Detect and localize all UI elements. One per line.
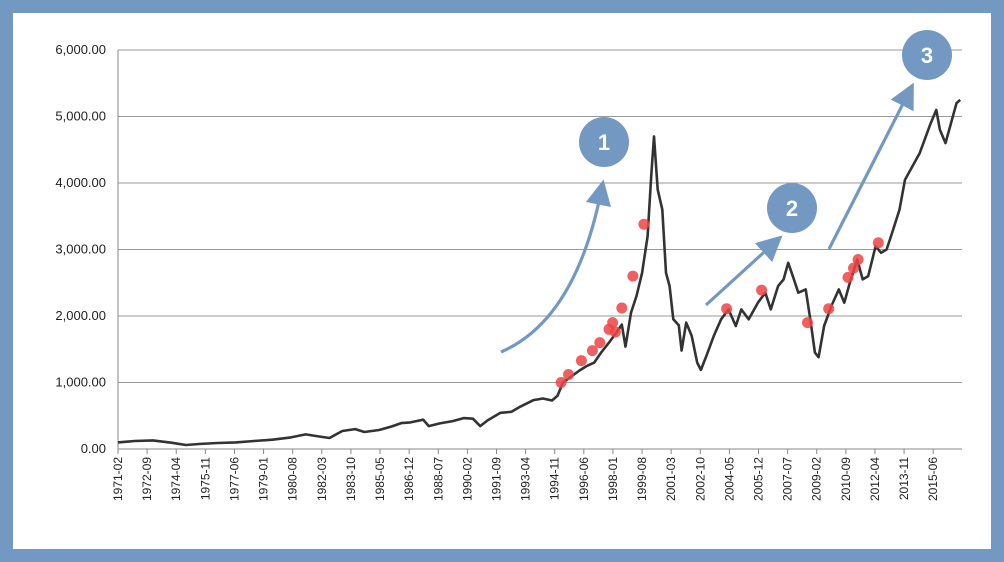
- x-tick-label: 1996-06: [577, 457, 591, 501]
- annotation-arrow-1: [500, 179, 611, 354]
- x-tick-label: 1980-08: [286, 457, 300, 501]
- annotation-1: 1: [500, 117, 629, 354]
- highlight-point: [627, 270, 639, 282]
- y-tick-label: 0.00: [81, 441, 106, 456]
- annotation-3: 3: [827, 30, 952, 250]
- highlight-point: [872, 237, 884, 249]
- x-tick-label: 1971-02: [111, 457, 125, 501]
- x-tick-label: 1972-09: [140, 457, 154, 501]
- highlight-point: [638, 218, 650, 230]
- y-tick-label: 1,000.00: [55, 375, 106, 390]
- y-axis: 0.00 1,000.00 2,000.00 3,000.00 4,000.00 5,00…: [55, 42, 119, 456]
- highlight-point: [721, 303, 733, 315]
- x-tick-label: 1985-05: [373, 457, 387, 501]
- y-tick-label: 4,000.00: [55, 175, 106, 190]
- x-tick-label: 1982-03: [315, 457, 329, 501]
- x-tick-label: 2007-07: [781, 457, 795, 501]
- x-tick-label: 2004-05: [722, 457, 736, 501]
- x-tick-label: 1991-09: [489, 457, 503, 501]
- highlight-point: [609, 326, 621, 338]
- x-tick-label: 1986-12: [402, 457, 416, 501]
- highlight-point: [616, 302, 628, 314]
- x-tick-label: 2010-09: [839, 457, 853, 501]
- annotation-arrow-2: [704, 235, 783, 307]
- annotation-label-2: 2: [786, 196, 798, 221]
- annotation-badge-1: [579, 117, 629, 167]
- highlight-point: [594, 337, 606, 349]
- x-tick-label: 1994-11: [548, 457, 562, 500]
- highlight-point: [563, 369, 574, 380]
- x-tick-label: 2001-03: [664, 457, 678, 501]
- x-tick-label: 1998-01: [606, 457, 620, 501]
- x-tick-label: 1975-11: [198, 457, 212, 500]
- index-series-line: [117, 98, 962, 447]
- y-tick-label: 2,000.00: [55, 308, 106, 323]
- highlight-point: [607, 317, 619, 329]
- highlight-point: [756, 284, 768, 296]
- x-tick-label: 2015-06: [926, 457, 940, 501]
- y-tick-label: 3,000.00: [55, 242, 106, 257]
- x-tick-label: 1990-02: [460, 457, 474, 501]
- highlight-point: [848, 262, 859, 274]
- x-tick-label: 2012-04: [868, 457, 882, 501]
- annotation-label-3: 3: [921, 43, 933, 68]
- x-tick-label: 1988-07: [431, 457, 445, 501]
- highlight-point: [802, 317, 813, 329]
- x-tick-label: 2002-10: [693, 457, 707, 501]
- annotation-2: 2: [704, 183, 817, 307]
- y-tick-label: 5,000.00: [55, 109, 106, 124]
- x-tick-label: 2005-12: [752, 457, 766, 501]
- highlight-point: [555, 377, 567, 388]
- annotation-label-1: 1: [598, 130, 610, 155]
- x-tick-label: 1977-06: [227, 457, 241, 501]
- highlight-point: [575, 355, 587, 367]
- annotation-badge-3: [902, 30, 952, 80]
- gridlines: [118, 49, 962, 450]
- x-tick-label: 2013-11: [897, 457, 911, 500]
- annotation-arrow-3: [827, 82, 914, 250]
- annotation-badge-2: [767, 183, 817, 233]
- x-tick-label: 2009-02: [810, 457, 824, 501]
- highlight-point: [823, 303, 835, 315]
- x-tick-label: 1974-04: [169, 457, 183, 501]
- x-tick-label: 1979-01: [257, 457, 271, 501]
- highlight-point: [842, 271, 854, 283]
- highlight-point: [586, 345, 598, 357]
- highlight-point: [852, 254, 864, 265]
- y-tick-label: 6,000.00: [55, 42, 106, 57]
- x-tick-label: 1999-08: [635, 457, 649, 501]
- x-tick-label: 1993-04: [519, 457, 533, 501]
- highlight-points: [555, 218, 884, 388]
- x-axis: 1971-02 1972-09 1974-04 1975-11 1977-06 1979-…: [111, 449, 940, 501]
- x-tick-label: 1983-10: [344, 457, 358, 501]
